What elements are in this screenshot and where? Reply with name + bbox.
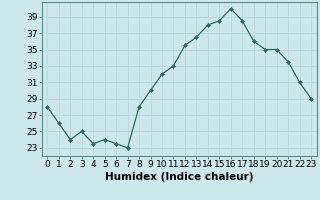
X-axis label: Humidex (Indice chaleur): Humidex (Indice chaleur) (105, 172, 253, 182)
